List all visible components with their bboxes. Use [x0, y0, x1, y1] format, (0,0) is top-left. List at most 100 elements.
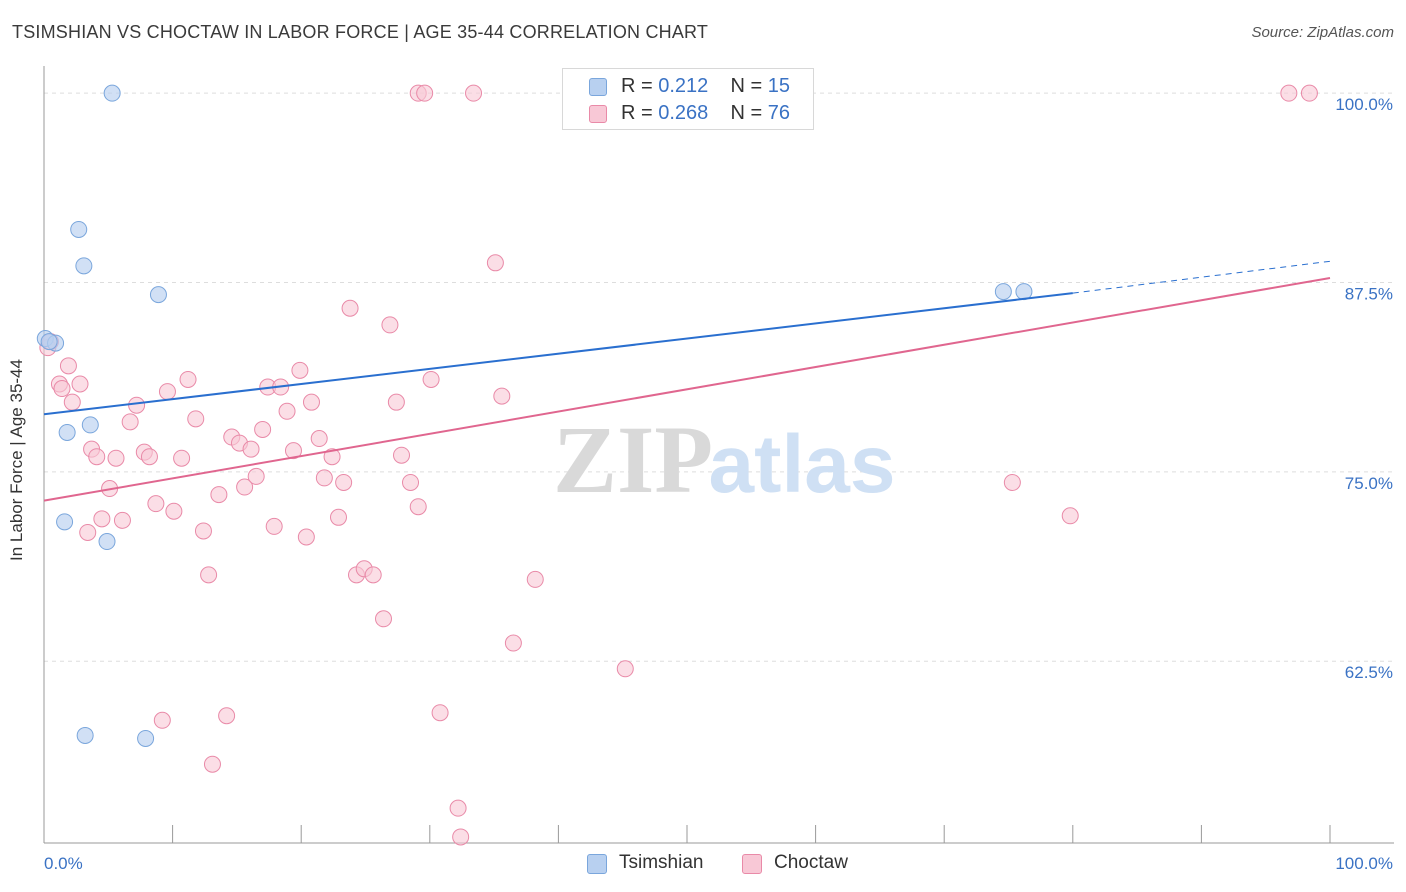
legend-r-value: 0.212	[658, 75, 709, 97]
choctaw-point	[194, 522, 212, 540]
choctaw-point	[341, 299, 359, 317]
choctaw-point	[158, 383, 176, 401]
tsimshian-point	[58, 423, 76, 441]
choctaw-point	[364, 566, 382, 584]
choctaw-point	[402, 473, 420, 491]
watermark-atlas: atlas	[709, 419, 896, 510]
choctaw-point	[416, 84, 434, 102]
legend-n-label: N =	[730, 75, 763, 97]
series-legend: Tsimshian Choctaw	[0, 852, 1406, 878]
choctaw-point	[284, 442, 302, 460]
choctaw-point	[59, 357, 77, 375]
tsimshian-point	[98, 533, 116, 551]
choctaw-point	[63, 393, 81, 411]
tsimshian-swatch	[589, 78, 607, 96]
choctaw-point	[381, 316, 399, 334]
choctaw-point	[409, 498, 427, 516]
y-tick-label: 62.5%	[1345, 663, 1393, 682]
tsimshian-point	[149, 286, 167, 304]
choctaw-point	[53, 380, 71, 398]
choctaw-point	[422, 370, 440, 388]
legend-n-value: 76	[767, 102, 791, 124]
choctaw-point	[1003, 473, 1021, 491]
choctaw-point	[329, 508, 347, 526]
tsimshian-swatch	[587, 854, 607, 874]
choctaw-point	[79, 523, 97, 541]
choctaw-point	[393, 446, 411, 464]
legend-label-tsimshian: Tsimshian	[619, 852, 704, 873]
chart-title: TSIMSHIAN VS CHOCTAW IN LABOR FORCE | AG…	[12, 22, 709, 42]
choctaw-swatch	[589, 105, 607, 123]
choctaw-point	[291, 361, 309, 379]
legend-label-choctaw: Choctaw	[774, 852, 848, 873]
choctaw-point	[165, 502, 183, 520]
choctaw-point	[526, 570, 544, 588]
y-axis-label: In Labor Force | Age 35-44	[7, 359, 26, 561]
legend-r-value: 0.268	[658, 102, 709, 124]
choctaw-point	[107, 449, 125, 467]
tsimshian-point	[994, 283, 1012, 301]
choctaw-point	[242, 440, 260, 458]
source-label: Source: ZipAtlas.com	[1251, 24, 1394, 41]
choctaw-point	[179, 370, 197, 388]
choctaw-point	[147, 495, 165, 513]
tsimshian-point	[40, 333, 58, 351]
choctaw-point	[254, 420, 272, 438]
y-tick-label: 100.0%	[1335, 95, 1393, 114]
choctaw-point	[218, 707, 236, 725]
choctaw-swatch	[742, 854, 762, 874]
choctaw-point	[187, 410, 205, 428]
choctaw-point	[1061, 507, 1079, 525]
choctaw-point	[315, 469, 333, 487]
choctaw-point	[153, 711, 171, 729]
tsimshian-trend-line	[43, 292, 1073, 416]
choctaw-point	[449, 799, 467, 817]
choctaw-trend-line	[43, 276, 1331, 502]
tsimshian-point	[56, 513, 74, 531]
choctaw-point	[236, 478, 254, 496]
choctaw-point	[278, 402, 296, 420]
choctaw-point	[302, 393, 320, 411]
choctaw-point	[140, 448, 158, 466]
choctaw-point	[616, 660, 634, 678]
choctaw-point	[247, 467, 265, 485]
x-tick-label: 0.0%	[44, 854, 83, 873]
choctaw-point	[493, 387, 511, 405]
legend-n-value: 15	[767, 75, 791, 97]
choctaw-point	[504, 634, 522, 652]
choctaw-point	[113, 511, 131, 529]
choctaw-point	[88, 448, 106, 466]
choctaw-point	[486, 254, 504, 272]
choctaw-point	[310, 430, 328, 448]
choctaw-point	[452, 828, 470, 846]
legend-r-label: R =	[621, 75, 653, 97]
y-tick-label: 75.0%	[1345, 474, 1393, 493]
correlation-legend: R = 0.212 N = 15 R = 0.268 N = 76	[562, 68, 814, 130]
watermark-zip: ZIP	[553, 406, 713, 513]
tsimshian-point	[76, 726, 94, 744]
choctaw-point	[93, 510, 111, 528]
tsimshian-point	[70, 220, 88, 238]
choctaw-point	[210, 486, 228, 504]
choctaw-point	[173, 449, 191, 467]
choctaw-point	[1280, 84, 1298, 102]
choctaw-point	[297, 528, 315, 546]
choctaw-point	[200, 566, 218, 584]
legend-n-label: N =	[730, 102, 763, 124]
tsimshian-point	[103, 84, 121, 102]
legend-r-label: R =	[621, 102, 653, 124]
tsimshian-point	[137, 729, 155, 747]
choctaw-point	[121, 413, 139, 431]
y-tick-label: 87.5%	[1345, 285, 1393, 304]
choctaw-point	[1300, 84, 1318, 102]
choctaw-point	[465, 84, 483, 102]
choctaw-point	[387, 393, 405, 411]
choctaw-point	[335, 473, 353, 491]
tsimshian-trend-extension	[1072, 260, 1331, 294]
choctaw-point	[375, 610, 393, 628]
choctaw-point	[128, 396, 146, 414]
choctaw-point	[71, 375, 89, 393]
choctaw-point	[431, 704, 449, 722]
tsimshian-point	[75, 257, 93, 275]
